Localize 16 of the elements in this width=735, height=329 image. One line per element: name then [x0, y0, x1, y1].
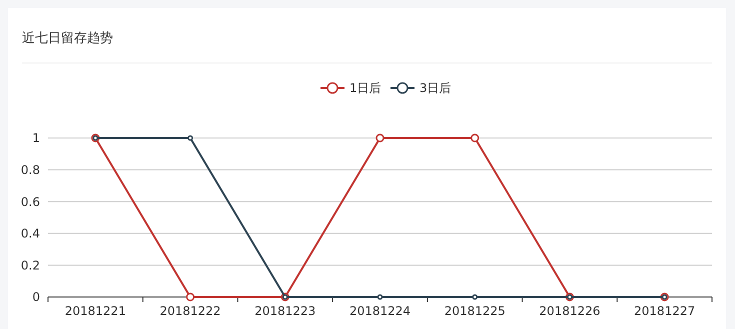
x-tick-label: 20181221	[64, 304, 126, 318]
y-tick-label: 1	[32, 131, 40, 146]
y-tick-label: 0.6	[20, 194, 40, 209]
x-tick-label: 20181226	[539, 304, 600, 318]
chart-title: 近七日留存趋势	[22, 31, 113, 46]
y-tick-label: 0.8	[20, 163, 40, 177]
y-tick-label: 0	[32, 290, 40, 304]
x-tick-label: 20181225	[444, 304, 506, 318]
x-tick-label: 20181227	[634, 304, 696, 318]
legend-label: 3日后	[420, 81, 452, 96]
x-tick-label: 20181223	[254, 304, 316, 318]
legend-label: 1日后	[350, 81, 382, 96]
y-tick-label: 0.4	[20, 226, 40, 241]
x-tick-label: 20181222	[160, 304, 221, 318]
y-tick-label: 0.2	[20, 258, 40, 272]
x-tick-label: 20181224	[349, 304, 411, 318]
